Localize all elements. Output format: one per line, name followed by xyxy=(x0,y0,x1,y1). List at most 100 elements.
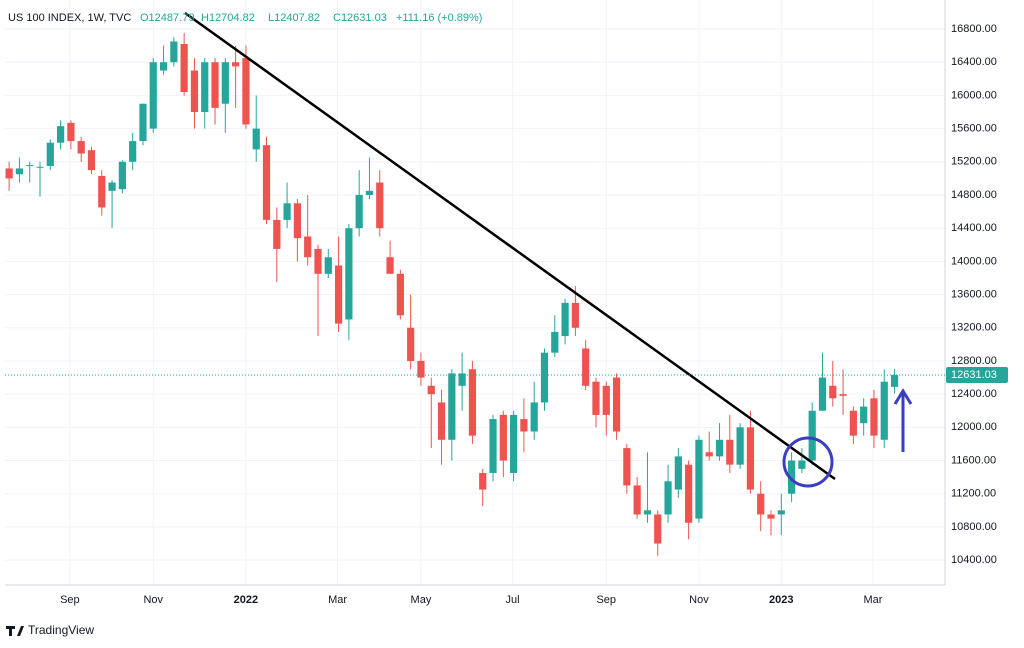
candle-body xyxy=(201,62,209,113)
y-tick-label: 15200.00 xyxy=(951,156,997,168)
candle-body xyxy=(355,195,363,229)
candle-body xyxy=(334,265,343,324)
y-tick-label: 11600.00 xyxy=(951,454,996,466)
candle-body xyxy=(293,203,302,239)
candle-body xyxy=(417,360,425,378)
close-label: C12631.03 xyxy=(333,12,387,24)
last-price-label: 12631.03 xyxy=(951,369,997,381)
candle-body xyxy=(787,460,796,494)
candle-body xyxy=(221,62,229,104)
candle-body xyxy=(77,141,85,154)
y-tick-label: 11200.00 xyxy=(951,488,996,500)
candle-body xyxy=(108,182,116,191)
candle-body xyxy=(98,175,106,208)
change-label: +111.16 (+0.89%) xyxy=(396,12,482,24)
y-tick-label: 14800.00 xyxy=(951,189,997,201)
candle-body xyxy=(129,141,137,162)
candle-body xyxy=(36,166,44,168)
candle-body xyxy=(448,373,456,440)
x-tick-label: May xyxy=(411,594,432,606)
candle-body xyxy=(695,439,703,519)
logo-text: TradingView xyxy=(28,623,94,637)
candle-body xyxy=(304,236,312,258)
candle-body xyxy=(15,168,24,175)
candle-body xyxy=(510,414,518,473)
candle-body xyxy=(664,481,672,515)
candle-body xyxy=(623,448,631,486)
x-tick-label: 2023 xyxy=(769,594,793,606)
candle-body xyxy=(479,472,487,490)
x-tick-label: Sep xyxy=(60,594,80,606)
last-price-box xyxy=(946,366,1008,383)
candle-body xyxy=(808,410,816,461)
candle-body xyxy=(767,514,775,519)
candle-body xyxy=(880,381,888,440)
x-tick-label: Mar xyxy=(863,594,882,606)
candle-body xyxy=(540,352,549,403)
candle-body xyxy=(242,58,250,125)
candle-body xyxy=(232,62,240,67)
open-label: O12487.79 xyxy=(140,12,194,24)
logo: TradingView xyxy=(6,623,94,637)
high-label: H12704.82 xyxy=(201,12,255,24)
candle-body xyxy=(654,514,662,544)
symbol: US 100 INDEX, 1W, TVC xyxy=(8,12,131,24)
y-tick-label: 12800.00 xyxy=(951,355,997,367)
y-tick-label: 12400.00 xyxy=(951,388,997,400)
candle-body xyxy=(139,103,147,142)
x-tick-label: Mar xyxy=(328,594,347,606)
candle-body xyxy=(674,456,682,490)
axes: 10400.00 10800.00 11200.00 11600.00 12000.00… xyxy=(5,23,1008,606)
candle-body xyxy=(499,414,507,461)
candle-body xyxy=(777,510,785,515)
candle-body xyxy=(633,485,641,515)
candle-body xyxy=(149,62,157,129)
grid xyxy=(5,0,945,585)
candle-body xyxy=(829,385,837,399)
y-tick-label: 12000.00 xyxy=(951,421,997,433)
y-tick-label: 13600.00 xyxy=(951,288,997,300)
trend-line xyxy=(184,11,836,481)
candle-body xyxy=(56,126,65,143)
candle-body xyxy=(860,406,868,424)
y-tick-label: 16000.00 xyxy=(951,89,997,101)
candle-body xyxy=(190,70,199,113)
candle-body xyxy=(118,161,126,190)
candle-body xyxy=(345,228,353,320)
candle-body xyxy=(849,410,857,436)
candle-body xyxy=(685,464,693,523)
candle-body xyxy=(468,369,477,436)
candle-body xyxy=(26,165,34,167)
candle-body xyxy=(314,248,322,274)
y-tick-label: 10800.00 xyxy=(951,521,997,533)
y-tick-label: 16800.00 xyxy=(951,23,997,35)
candle-body xyxy=(427,385,435,395)
y-tick-label: 13200.00 xyxy=(951,322,997,334)
x-tick-label: Jul xyxy=(506,594,520,606)
y-tick-label: 14400.00 xyxy=(951,222,997,234)
candle-body xyxy=(252,128,260,150)
arrow-head xyxy=(893,388,913,405)
candle-body xyxy=(612,377,621,432)
candle-body xyxy=(726,439,734,465)
candle-body xyxy=(407,327,415,361)
y-tick-label: 14000.00 xyxy=(951,255,997,267)
highlight-circle xyxy=(782,436,834,488)
candle-body xyxy=(170,41,178,63)
candle-body xyxy=(386,257,394,274)
candles xyxy=(5,33,899,556)
candle-body xyxy=(46,142,54,166)
candle-body xyxy=(283,203,291,220)
y-tick-label: 15600.00 xyxy=(951,123,997,135)
candle-body xyxy=(273,219,281,249)
low-label: L12407.82 xyxy=(268,12,320,24)
x-tick-label: Sep xyxy=(596,594,616,606)
candle-body xyxy=(458,373,466,386)
candle-body xyxy=(571,302,579,328)
candle-body xyxy=(67,122,75,142)
candle-body xyxy=(437,402,446,440)
candle-body xyxy=(211,62,219,108)
candle-body xyxy=(602,385,610,415)
